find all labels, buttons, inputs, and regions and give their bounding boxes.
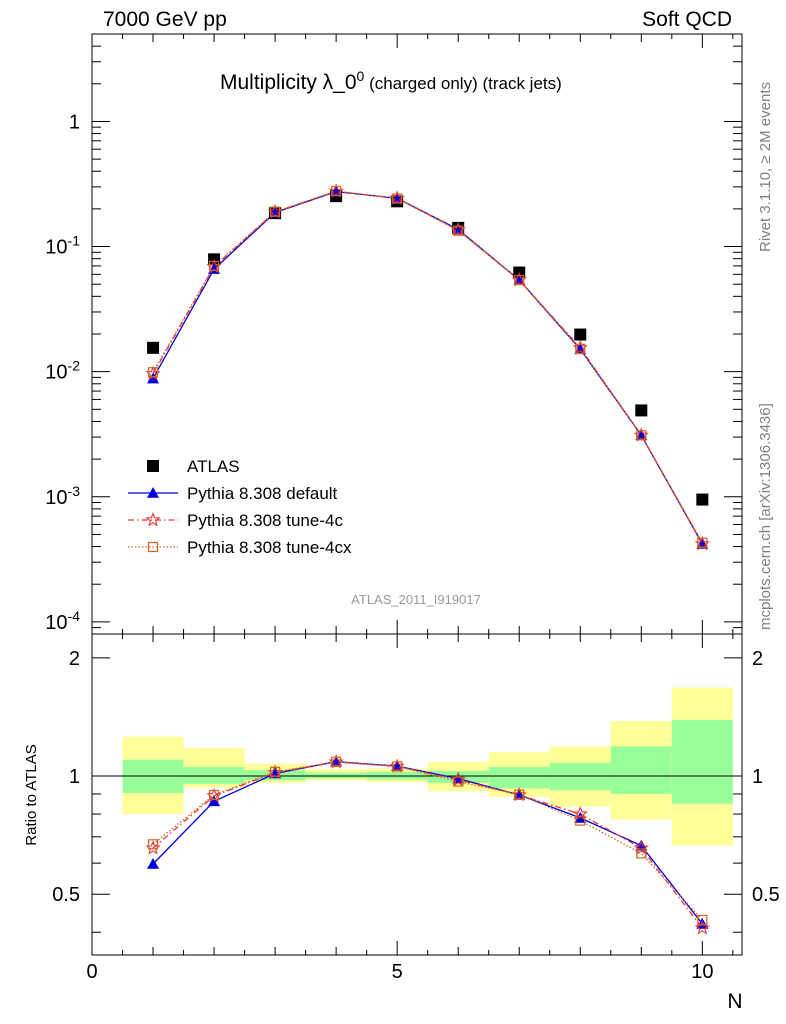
y-tick-label: 10-4 [45, 608, 80, 634]
ratio-point-pythia-8-308-tune-4cx [636, 848, 647, 859]
series-markers [145, 183, 710, 935]
ratio-point-pythia-8-308-tune-4c [694, 919, 710, 935]
legend-label-pythia-8-308-default: Pythia 8.308 default [187, 484, 338, 503]
chart-title-sub: (charged only) (track jets) [364, 74, 562, 93]
axis-ticks: 0 5 10 10-4 10-3 10-2 10-1 1 0.5 0.5 1 1 2 2 [45, 33, 780, 983]
ratio-point-pythia-8-308-tune-4cx [514, 789, 525, 800]
chart-title: Multiplicity λ_00 (charged only) (track … [220, 68, 562, 95]
legend-label-pythia-8-308-tune-4cx: Pythia 8.308 tune-4cx [187, 538, 352, 557]
data-point-pythia-8-308-tune-4cx [392, 193, 403, 204]
data-point-pythia-8-308-tune-4cx [331, 185, 342, 197]
ratio-point-pythia-8-308-tune-4cx [697, 914, 708, 926]
ratio-point-pythia-8-308-tune-4cx [147, 839, 159, 850]
data-point-atlas [147, 341, 160, 354]
legend: ATLAS Pythia 8.308 default Pythia 8.308 tu… [128, 457, 352, 557]
y-tick-label: 10-2 [45, 358, 80, 384]
ratio-y-tick-label-right: 2 [752, 648, 763, 670]
legend-marker-pythia-8-308-default [147, 487, 159, 498]
ratio-point-pythia-8-308-tune-4c [572, 806, 588, 821]
ratio-y-tick-label-right: 0.5 [752, 884, 780, 906]
data-point-pythia-8-308-tune-4cx [147, 367, 159, 378]
data-point-pythia-8-308-tune-4cx [514, 274, 525, 286]
x-tick-label: 10 [691, 961, 713, 983]
ratio-y-tick-label: 0.5 [52, 884, 80, 906]
analysis-label: ATLAS_2011_I919017 [351, 592, 481, 607]
legend-marker-pythia-8-308-tune-4cx [147, 541, 159, 553]
ratio-point-pythia-8-308-default [635, 839, 648, 851]
uncertainty-bands [122, 687, 733, 846]
y-tick-label: 10-1 [45, 233, 80, 259]
data-point-atlas [574, 328, 587, 341]
ratio-point-pythia-8-308-tune-4cx [392, 761, 403, 772]
inner-band [488, 766, 550, 789]
header-left: 7000 GeV pp [103, 8, 227, 31]
ratio-point-pythia-8-308-tune-4cx [575, 815, 586, 826]
ratio-point-pythia-8-308-tune-4cx [208, 789, 220, 801]
inner-band [549, 762, 611, 791]
ratio-point-pythia-8-308-tune-4cx [269, 766, 281, 777]
ratio-point-pythia-8-308-default [208, 795, 221, 807]
chart-title-sup: 0 [356, 68, 365, 84]
ratio-y-tick-label: 2 [69, 648, 80, 670]
ratio-line-pythia-8-308-tune-4c [152, 761, 703, 929]
inner-band [183, 766, 245, 784]
series-lines [152, 190, 703, 929]
data-point-pythia-8-308-tune-4cx [575, 343, 586, 355]
legend-marker-atlas [147, 460, 159, 472]
ratio-point-pythia-8-308-tune-4c [633, 840, 649, 855]
ratio-point-pythia-8-308-tune-4cx [453, 776, 464, 787]
ratio-line-pythia-8-308-tune-4cx [152, 761, 703, 921]
ratio-y-tick-label-right: 1 [752, 766, 763, 788]
ratio-y-tick-label: 1 [69, 766, 80, 788]
header-right: Soft QCD [642, 8, 732, 31]
data-point-pythia-8-308-tune-4cx [269, 206, 281, 217]
chart-title-main: Multiplicity λ_0 [220, 71, 357, 94]
ratio-y-axis-label: Ratio to ATLAS [23, 744, 40, 845]
data-point-atlas [635, 404, 648, 417]
data-point-pythia-8-308-tune-4cx [697, 537, 708, 548]
data-point-pythia-8-308-tune-4cx [208, 260, 220, 272]
ratio-point-pythia-8-308-tune-4cx [331, 756, 342, 767]
data-point-pythia-8-308-default [147, 372, 160, 384]
data-point-atlas [696, 493, 709, 506]
y-tick-label: 1 [69, 111, 80, 133]
inner-band [610, 746, 672, 794]
legend-label-pythia-8-308-tune-4c: Pythia 8.308 tune-4c [187, 511, 343, 530]
y-tick-label: 10-3 [45, 483, 80, 509]
data-point-pythia-8-308-tune-4cx [453, 225, 464, 236]
ratio-line-pythia-8-308-default [152, 760, 703, 925]
ratio-frame [91, 633, 743, 956]
inner-band [671, 719, 733, 804]
ratio-point-pythia-8-308-default [147, 857, 160, 869]
x-axis-label: N [727, 990, 742, 1013]
data-point-pythia-8-308-tune-4cx [636, 430, 647, 441]
x-tick-label: 5 [392, 961, 403, 983]
series-line-pythia-8-308-tune-4cx [152, 190, 703, 543]
legend-marker-pythia-8-308-tune-4c [145, 511, 161, 527]
x-tick-label: 0 [86, 961, 97, 983]
legend-label-atlas: ATLAS [187, 457, 240, 476]
